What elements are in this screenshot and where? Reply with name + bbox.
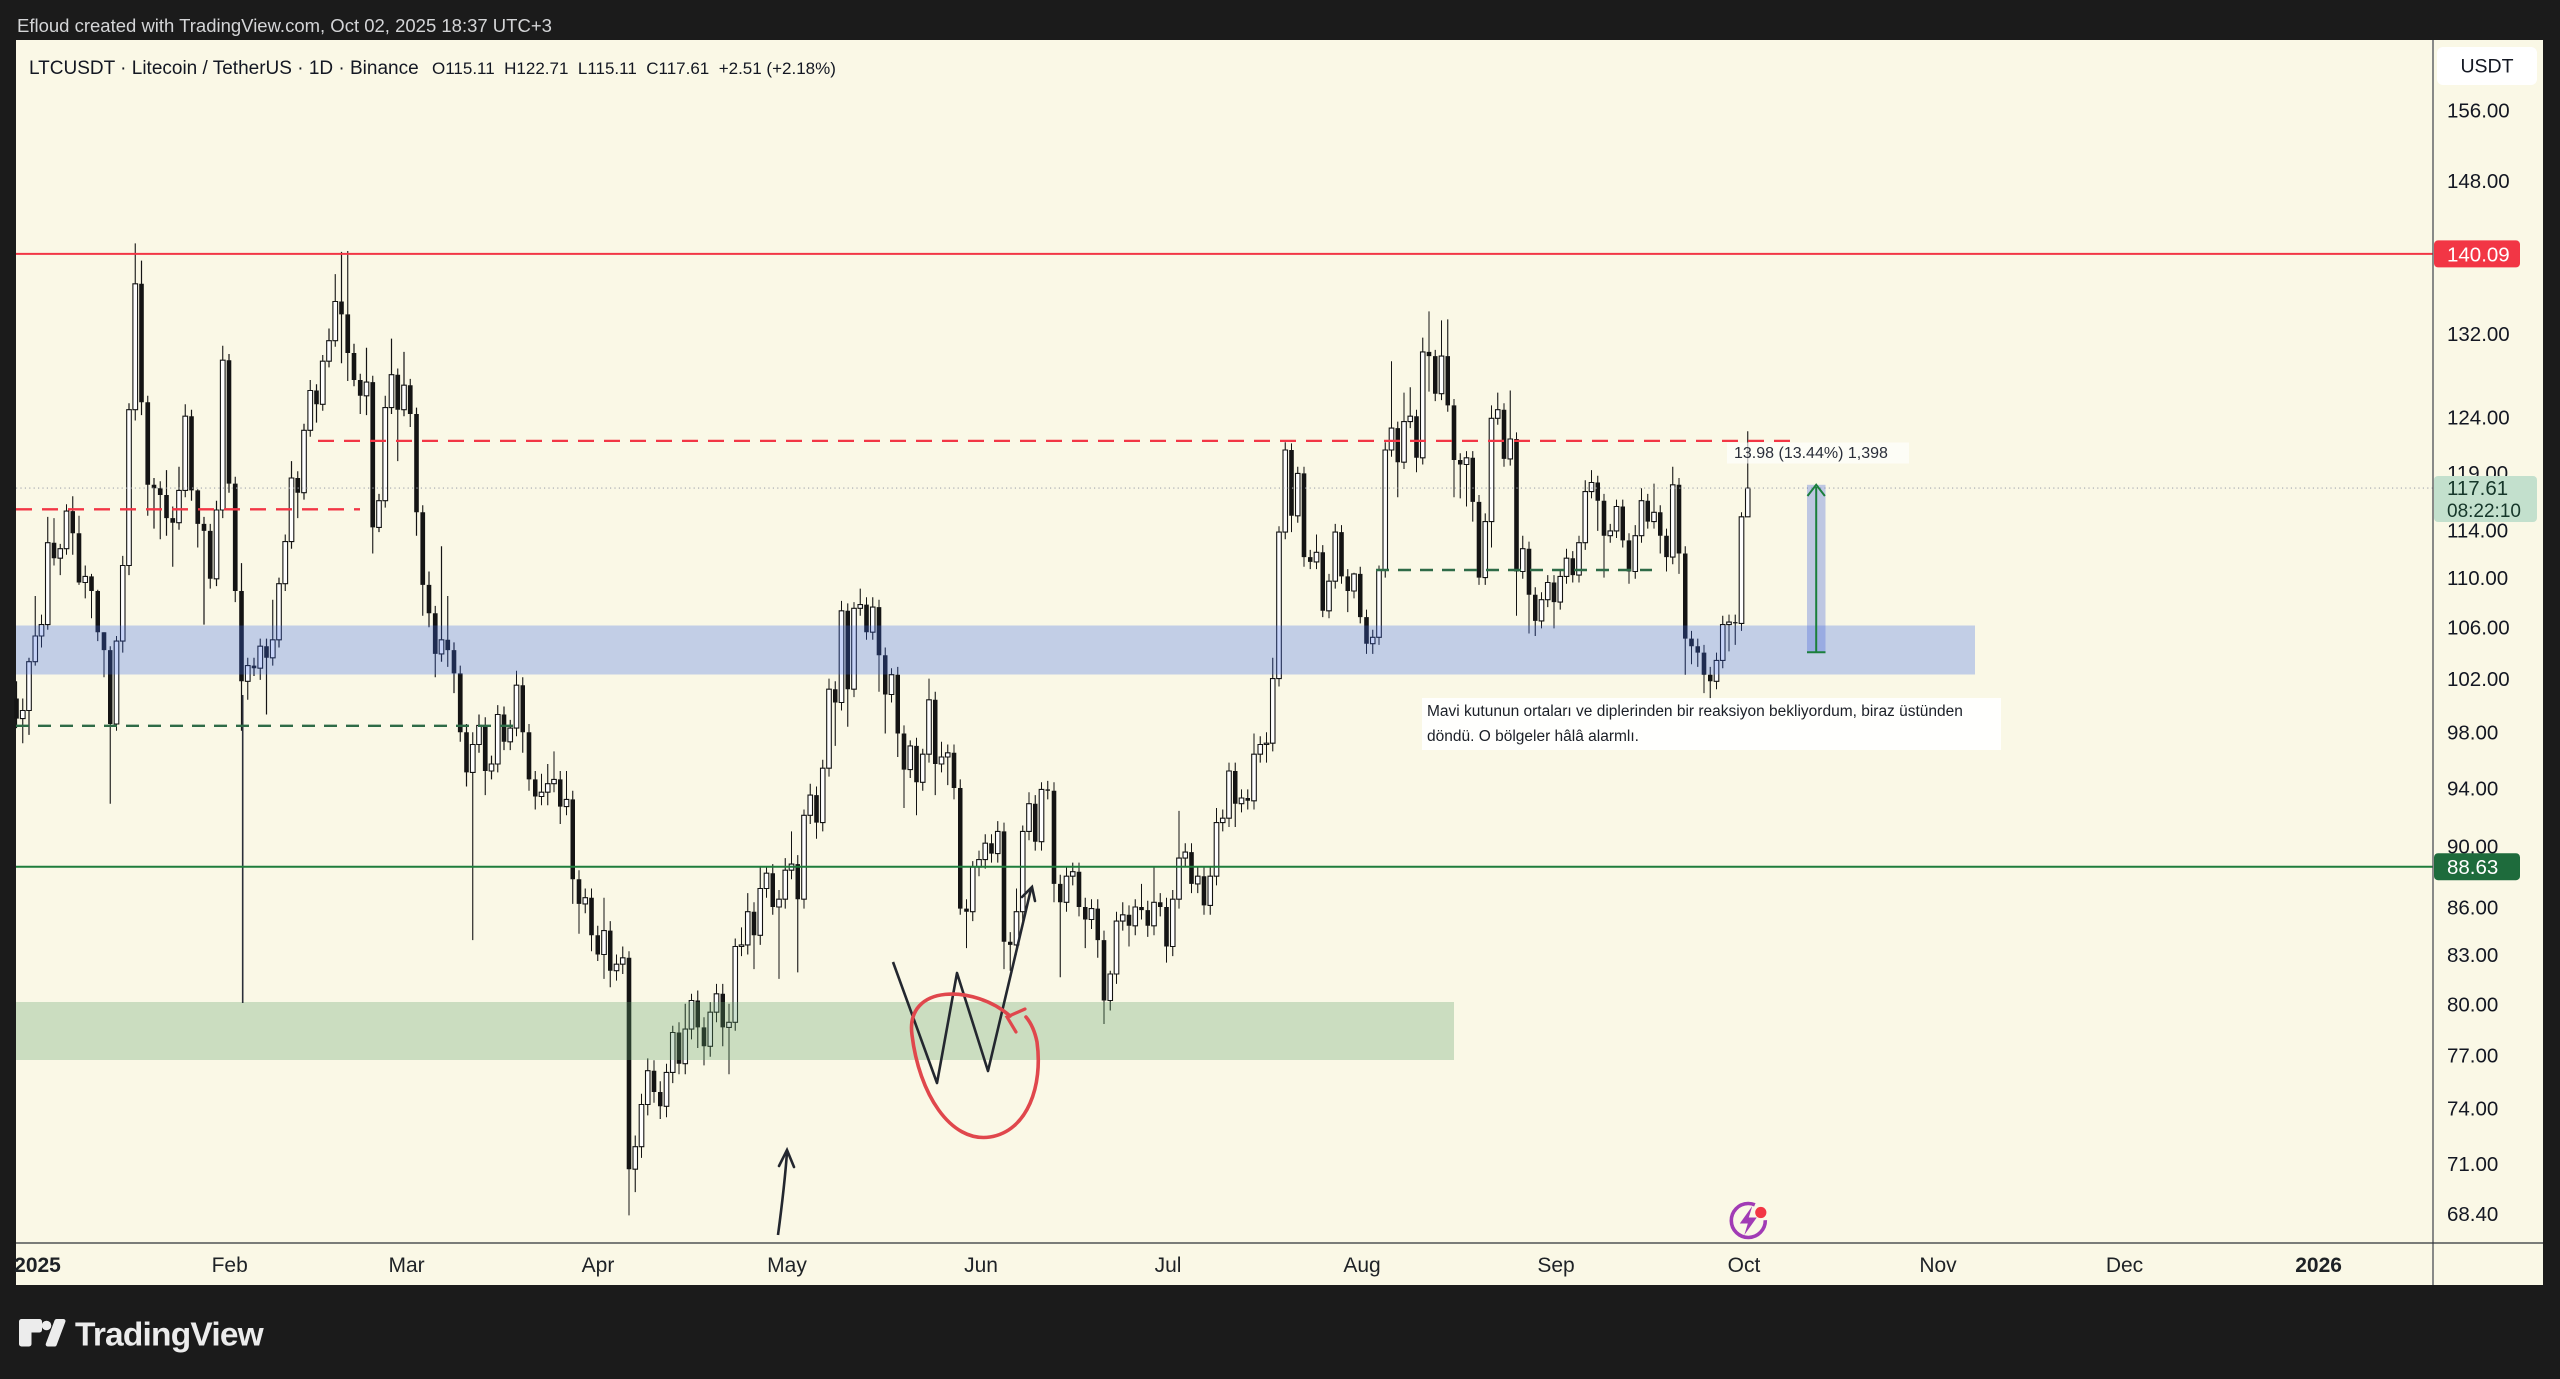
svg-text:döndü. O bölgeler hâlâ alarmlı: döndü. O bölgeler hâlâ alarmlı. xyxy=(1427,728,1639,745)
svg-text:124.00: 124.00 xyxy=(2447,407,2510,430)
svg-text:132.00: 132.00 xyxy=(2447,323,2510,346)
svg-text:Nov: Nov xyxy=(1919,1254,1957,1277)
svg-text:08:22:10: 08:22:10 xyxy=(2447,501,2521,522)
svg-text:2025: 2025 xyxy=(14,1254,61,1277)
svg-text:Jul: Jul xyxy=(1155,1254,1182,1277)
svg-text:Dec: Dec xyxy=(2106,1254,2143,1277)
svg-text:May: May xyxy=(767,1254,807,1277)
svg-text:110.00: 110.00 xyxy=(2447,567,2508,590)
svg-text:Efloud created with TradingVie: Efloud created with TradingView.com, Oct… xyxy=(17,15,552,36)
svg-text:TradingView: TradingView xyxy=(75,1317,265,1354)
svg-text:LTCUSDT · Litecoin / TetherUS: LTCUSDT · Litecoin / TetherUS · 1D · Bin… xyxy=(29,58,419,79)
svg-text:94.00: 94.00 xyxy=(2447,778,2498,801)
svg-text:140.09: 140.09 xyxy=(2447,243,2510,266)
svg-text:Mar: Mar xyxy=(389,1254,425,1277)
svg-text:2026: 2026 xyxy=(2295,1254,2342,1277)
svg-text:Apr: Apr xyxy=(582,1254,615,1277)
svg-text:90.00: 90.00 xyxy=(2447,836,2498,859)
svg-text:80.00: 80.00 xyxy=(2447,993,2498,1016)
svg-text:77.00: 77.00 xyxy=(2447,1045,2498,1068)
svg-text:98.00: 98.00 xyxy=(2447,722,2498,745)
svg-text:102.00: 102.00 xyxy=(2447,668,2510,691)
svg-text:Mavi kutunun ortaları ve diple: Mavi kutunun ortaları ve diplerinden bir… xyxy=(1427,703,1963,720)
svg-text:USDT: USDT xyxy=(2460,56,2513,78)
svg-text:148.00: 148.00 xyxy=(2447,170,2510,193)
svg-text:Feb: Feb xyxy=(212,1254,248,1277)
svg-text:O115.11 H122.71 L115.11 C11: O115.11 H122.71 L115.11 C117.61 +2.51 (+… xyxy=(432,59,836,78)
svg-text:71.00: 71.00 xyxy=(2447,1153,2498,1176)
svg-text:Jun: Jun xyxy=(964,1254,998,1277)
svg-text:83.00: 83.00 xyxy=(2447,944,2498,967)
svg-text:74.00: 74.00 xyxy=(2447,1098,2498,1121)
svg-text:114.00: 114.00 xyxy=(2447,519,2508,542)
svg-text:106.00: 106.00 xyxy=(2447,617,2510,640)
svg-text:86.00: 86.00 xyxy=(2447,897,2498,920)
svg-text:156.00: 156.00 xyxy=(2447,100,2510,123)
svg-text:Oct: Oct xyxy=(1728,1254,1761,1277)
svg-text:Aug: Aug xyxy=(1343,1254,1380,1277)
svg-text:117.61: 117.61 xyxy=(2447,477,2508,500)
svg-text:88.63: 88.63 xyxy=(2447,856,2498,879)
svg-text:Sep: Sep xyxy=(1537,1254,1574,1277)
svg-text:13.98 (13.44%) 1,398: 13.98 (13.44%) 1,398 xyxy=(1734,445,1888,462)
svg-text:68.40: 68.40 xyxy=(2447,1203,2498,1226)
